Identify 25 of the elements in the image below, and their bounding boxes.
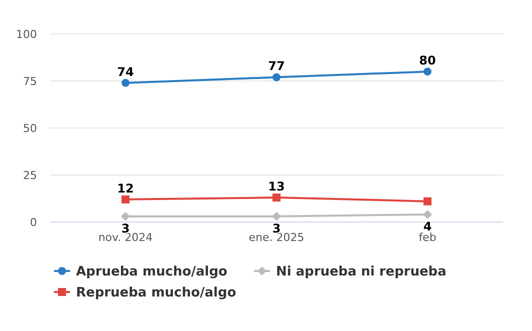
data-label: 77 bbox=[268, 59, 285, 74]
point bbox=[424, 197, 432, 206]
data-label: 12 bbox=[117, 181, 134, 196]
point bbox=[122, 195, 130, 204]
data-label: 80 bbox=[419, 54, 436, 68]
y-tick-label: 25 bbox=[23, 168, 37, 182]
y-tick-label: 50 bbox=[23, 122, 37, 135]
data-label: 13 bbox=[268, 180, 285, 194]
legend-label: Aprueba mucho/algo bbox=[76, 264, 228, 280]
point bbox=[423, 210, 432, 219]
data-label: 74 bbox=[117, 64, 134, 79]
point bbox=[272, 73, 280, 82]
point bbox=[424, 68, 432, 76]
y-tick-label: 75 bbox=[23, 74, 37, 88]
point bbox=[272, 194, 280, 202]
point bbox=[272, 212, 281, 221]
y-tick-label: 100 bbox=[16, 28, 37, 41]
point bbox=[122, 78, 130, 87]
legend-label: Ni aprueba ni reprueba bbox=[276, 264, 446, 280]
data-label: 3 bbox=[272, 221, 281, 236]
data-label: 4 bbox=[423, 219, 432, 234]
point bbox=[121, 212, 130, 221]
legend-label: Reprueba mucho/algo bbox=[76, 286, 236, 301]
y-tick-label: 0 bbox=[30, 216, 37, 229]
x-tick-label: feb bbox=[418, 231, 436, 244]
